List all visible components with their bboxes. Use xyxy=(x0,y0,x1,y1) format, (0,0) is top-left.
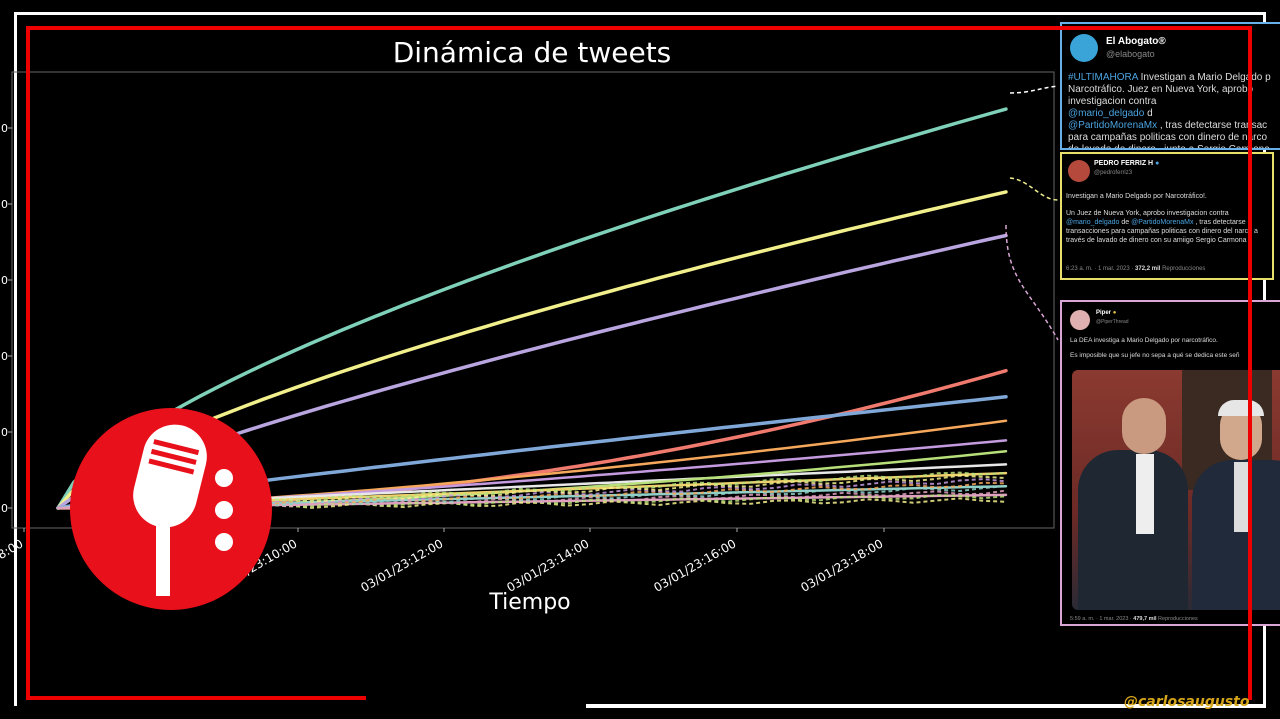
tweet-line: Investigan a Mario Delgado por Narcotráf… xyxy=(1066,193,1207,200)
tweet-author-name: Piper ● xyxy=(1096,310,1116,316)
tweet-spacer xyxy=(1066,201,1272,209)
view-count: 479,7 mil xyxy=(1133,616,1157,622)
red-frame-left xyxy=(26,26,30,700)
tweet-author-name-text: PEDRO FERRIZ H xyxy=(1094,160,1154,167)
tweet-text-part: de lavado de dinero , junto a Sergio Car… xyxy=(1068,144,1270,150)
connector-tweet-2 xyxy=(1009,177,1059,201)
tweet-footer: 5:59 a. m. · 1 mar. 2023 · 479,7 mil Rep… xyxy=(1070,616,1198,622)
connector-tweet-3 xyxy=(1005,224,1059,341)
tweet-card-piper[interactable]: Piper ● @PiperThread La DEA investiga a … xyxy=(1060,300,1280,626)
tweet-author-name: PEDRO FERRIZ H ● xyxy=(1094,160,1159,167)
red-frame-right xyxy=(1248,26,1252,700)
face-left xyxy=(1122,398,1166,454)
hair-right xyxy=(1218,400,1264,416)
cat-emoji-icon: ● xyxy=(1112,310,1117,316)
red-frame-top xyxy=(26,26,1252,30)
mention-link[interactable]: @PartidoMorenaMx xyxy=(1131,219,1194,226)
tweet-time: 5:59 a. m. · 1 mar. 2023 · xyxy=(1070,616,1134,622)
avatar xyxy=(1068,160,1090,182)
person-left xyxy=(1078,450,1188,610)
avatar xyxy=(1070,310,1090,330)
x-tick-label: 03/01/23:16:00 xyxy=(651,536,738,594)
tweet-line: Es imposible que su jefe no sepa a qué s… xyxy=(1070,352,1240,359)
tweet-text-part: , tras detectarse transac xyxy=(1157,120,1268,131)
white-frame-bottom xyxy=(586,704,1266,708)
view-label: Reproducciones xyxy=(1160,266,1206,272)
tweet-paragraph: Un Juez de Nueva York, aprobo investigac… xyxy=(1066,209,1272,245)
tweet-author-name-text: Piper xyxy=(1096,310,1112,316)
tweet-line: , tras detectarse transacciones para cam… xyxy=(1066,219,1258,244)
tweet-text-part: investigacion contra xyxy=(1068,96,1157,107)
series-line xyxy=(56,107,1008,510)
tweet-footer: 6:23 a. m. · 1 mar. 2023 · 372,2 mil Rep… xyxy=(1066,266,1205,272)
podcast-logo xyxy=(70,408,272,610)
x-axis-label: Tiempo xyxy=(489,590,571,615)
y-tick-label: 0 xyxy=(1,122,8,135)
watermark: @carlosaugusto xyxy=(1124,694,1250,710)
y-tick-label: 0 xyxy=(1,502,8,515)
view-label: Reproducciones xyxy=(1156,616,1198,622)
shirt-left xyxy=(1136,454,1154,534)
tweet-text: #ULTIMAHORA Investigan a Mario Delgado p… xyxy=(1068,72,1280,150)
y-tick-label: 0 xyxy=(1,426,8,439)
tweet-author-handle: @pedroferriz3 xyxy=(1094,170,1133,176)
tweet-text-part: Narcotráfico. Juez en Nueva York, aprobo xyxy=(1068,84,1254,95)
hashtag-or-mention-link[interactable]: #ULTIMAHORA xyxy=(1068,72,1138,83)
x-tick-label: 03/01/23:14:00 xyxy=(504,536,591,594)
avatar xyxy=(1070,34,1098,62)
verified-badge-icon: ● xyxy=(1155,160,1160,167)
tweet-line: Un Juez de Nueva York, aprobo investigac… xyxy=(1066,210,1229,217)
tweet-text-part: Investigan a Mario Delgado p xyxy=(1137,72,1271,83)
plot-area-border xyxy=(11,71,1055,529)
tweet-time: 6:23 a. m. · 1 mar. 2023 · xyxy=(1066,266,1136,272)
tweet-text-part: d xyxy=(1144,108,1153,119)
tweet-author-name: El Abogato® xyxy=(1106,36,1166,47)
tweet-text-part: para campañas politicas con dinero de na… xyxy=(1068,132,1268,143)
chart-title: Dinámica de tweets xyxy=(392,36,672,69)
x-tick-label: 03/01/23:18:00 xyxy=(798,536,885,594)
tweet-author-handle: @elabogato xyxy=(1106,49,1155,59)
tweet-card-pedroferriz[interactable]: PEDRO FERRIZ H ● @pedroferriz3 Investiga… xyxy=(1060,152,1274,280)
x-tick-label: 03/01/23:12:00 xyxy=(358,536,445,594)
tweet-line: La DEA investiga a Mario Delgado por nar… xyxy=(1070,337,1218,344)
series-line xyxy=(56,190,1008,510)
view-count: 372,2 mil xyxy=(1135,266,1161,272)
x-tick-label: 03/01/23:08:00 xyxy=(0,536,26,594)
mention-link[interactable]: @mario_delgado xyxy=(1066,219,1120,226)
shirt-right xyxy=(1234,462,1250,532)
tweet-text: Investigan a Mario Delgado por Narcotráf… xyxy=(1066,192,1272,245)
connector-tweet-1 xyxy=(1009,85,1059,94)
tweet-text: La DEA investiga a Mario Delgado por nar… xyxy=(1070,336,1280,360)
y-tick-label: 0 xyxy=(1,274,8,287)
tweet-card-elabogato[interactable]: El Abogato® @elabogato #ULTIMAHORA Inves… xyxy=(1060,22,1280,150)
microphone-icon xyxy=(133,424,233,596)
y-tick-label: 0 xyxy=(1,350,8,363)
tweet-photo[interactable] xyxy=(1072,370,1280,610)
hashtag-or-mention-link[interactable]: @mario_delgado xyxy=(1068,108,1145,119)
tweet-author-handle: @PiperThread xyxy=(1096,319,1129,325)
tweet-word: de xyxy=(1119,219,1132,226)
red-frame-bottom xyxy=(26,696,366,700)
hashtag-or-mention-link[interactable]: @PartidoMorenaMx xyxy=(1068,120,1158,131)
y-tick-label: 0 xyxy=(1,198,8,211)
